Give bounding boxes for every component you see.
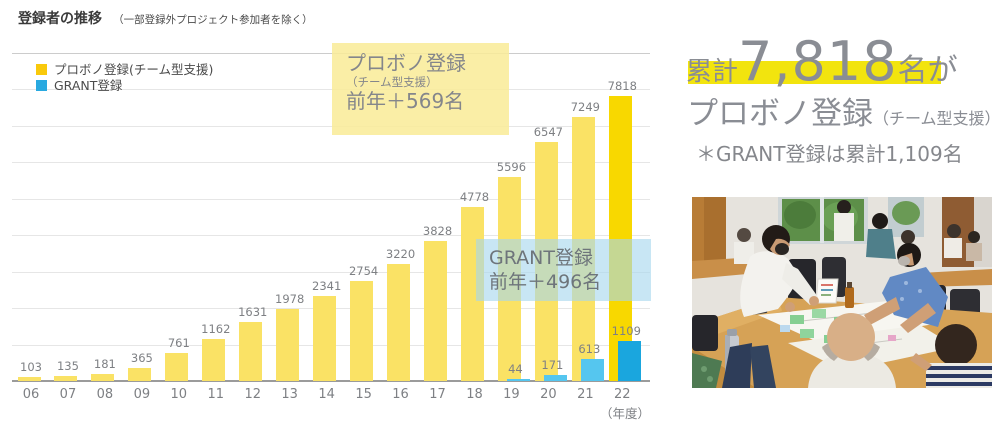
probono-legend-label: プロボノ登録(チーム型支援) — [54, 62, 214, 77]
probono-value-label: 4778 — [459, 189, 490, 204]
probono-callout-sub: （チーム型支援） — [346, 75, 438, 89]
probono-callout-delta: 前年＋569名 — [346, 89, 465, 113]
gridline — [12, 162, 650, 164]
probono-value-label: 3828 — [422, 224, 453, 239]
year-label-22: 22 — [614, 387, 631, 402]
summary-headline: 累計 7,818 名が — [686, 30, 992, 93]
year-label-20: 20 — [540, 387, 557, 402]
summary-suffix-ga: が — [927, 53, 958, 88]
grant-bar-20 — [544, 374, 568, 381]
workshop-photo — [692, 197, 992, 388]
probono-bar-13 — [276, 308, 300, 381]
probono-bar-08 — [91, 374, 115, 381]
workshop-photo-illustration — [692, 197, 992, 388]
grant-callout-delta: 前年＋496名 — [489, 271, 602, 293]
probono-bar-12 — [239, 321, 263, 381]
probono-legend-swatch — [36, 64, 47, 75]
gridline — [12, 125, 650, 127]
year-label-11: 11 — [207, 387, 225, 402]
probono-value-label: 761 — [167, 336, 190, 351]
year-label-14: 14 — [318, 387, 335, 402]
probono-value-label: 135 — [56, 359, 79, 374]
gridline — [12, 271, 650, 273]
gridline — [12, 89, 650, 91]
page-subtitle: （一部登録外プロジェクト参加者を除く） — [113, 14, 313, 26]
summary-total-number: 7,818 — [738, 30, 898, 93]
marker-highlight — [688, 61, 941, 84]
grant-value-label: 171 — [541, 357, 564, 372]
grant-value-label: 1109 — [611, 323, 641, 338]
grant-value-label: 44 — [508, 362, 523, 377]
grant-bar-19 — [507, 379, 531, 381]
probono-callout-title: プロボノ登録 — [346, 51, 466, 75]
probono-value-label: 103 — [20, 360, 42, 375]
page-header: 登録者の推移 （一部登録外プロジェクト参加者を除く） — [18, 8, 313, 28]
probono-value-label: 1978 — [275, 291, 305, 306]
gridline — [12, 53, 650, 54]
probono-value-label: 1162 — [201, 321, 231, 336]
year-label-09: 09 — [133, 387, 151, 402]
summary-subline: プロボノ登録 （チーム型支援） — [687, 88, 1000, 133]
probono-bar-06 — [17, 377, 41, 381]
probono-value-label: 3220 — [385, 246, 416, 261]
probono-value-label: 1631 — [238, 304, 268, 319]
legend-item-grant: GRANT登録 — [36, 75, 122, 93]
probono-bar-11 — [202, 338, 226, 381]
year-label-12: 12 — [244, 387, 261, 402]
x-axis-line — [12, 380, 650, 382]
probono-bar-14 — [313, 295, 337, 381]
year-label-17: 17 — [429, 387, 446, 402]
probono-value-label: 2754 — [348, 263, 379, 278]
gridline — [12, 235, 650, 237]
page-title: 登録者の推移 — [18, 11, 102, 27]
year-label-15: 15 — [355, 387, 372, 402]
year-label-13: 13 — [281, 387, 298, 402]
summary-subline-main: プロボノ登録 — [687, 96, 873, 132]
probono-bar-17 — [424, 241, 448, 381]
probono-value-label: 365 — [130, 350, 153, 365]
probono-bar-22 — [608, 96, 632, 381]
grant-callout-title: GRANT登録 — [489, 247, 593, 269]
year-label-18: 18 — [466, 387, 483, 402]
x-axis-unit-label: （年度） — [599, 406, 650, 421]
year-label-07: 07 — [59, 387, 77, 402]
bar-chart: 103 06 135 07 181 08 365 09 761 10 1162 11 1631 12 197… — [12, 53, 650, 402]
probono-bar-15 — [350, 280, 374, 381]
grant-legend-swatch — [36, 80, 47, 91]
probono-value-label: 2341 — [312, 278, 342, 293]
grant-callout: GRANT登録 前年＋496名 — [476, 239, 651, 301]
probono-callout: プロボノ登録 （チーム型支援） 前年＋569名 — [332, 43, 509, 135]
probono-value-label: 6547 — [533, 125, 564, 140]
probono-value-label: 181 — [93, 357, 116, 372]
probono-value-label: 5596 — [496, 160, 527, 175]
year-label-06: 06 — [22, 387, 40, 402]
year-label-16: 16 — [392, 387, 409, 402]
summary-subline-sub: （チーム型支援） — [873, 109, 1000, 128]
probono-bar-09 — [128, 367, 152, 381]
probono-bar-16 — [387, 263, 411, 381]
summary-suffix-mei: 名 — [897, 53, 928, 88]
probono-bar-07 — [54, 376, 78, 381]
probono-value-label: 7818 — [607, 79, 637, 94]
year-label-19: 19 — [503, 387, 520, 402]
grant-bar-21 — [581, 358, 605, 381]
grant-legend-label: GRANT登録 — [54, 78, 123, 93]
summary-prefix: 累計 — [686, 57, 739, 87]
gridline — [12, 198, 650, 200]
probono-value-label: 7249 — [570, 99, 600, 114]
year-label-10: 10 — [170, 387, 188, 402]
grant-total-note: ＊GRANT登録は累計1,109名 — [696, 142, 963, 166]
year-label-08: 08 — [96, 387, 114, 402]
grant-value-label: 613 — [578, 341, 601, 356]
probono-bar-10 — [165, 353, 189, 381]
grant-bar-22 — [618, 340, 642, 381]
year-label-21: 21 — [577, 387, 594, 402]
legend-item-probono: プロボノ登録(チーム型支援) — [36, 59, 213, 77]
